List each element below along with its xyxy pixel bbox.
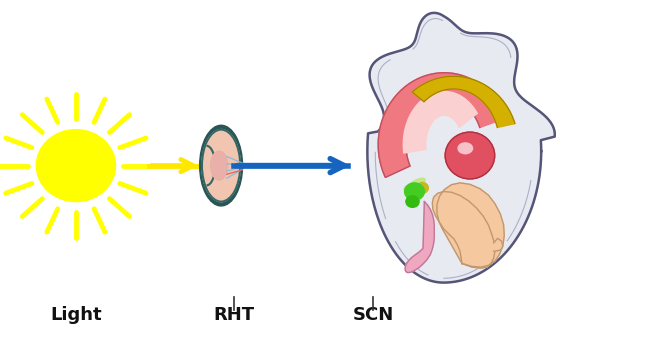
Ellipse shape (406, 196, 419, 207)
Ellipse shape (202, 130, 240, 202)
Polygon shape (494, 238, 503, 251)
Polygon shape (432, 192, 495, 268)
Text: Light: Light (50, 306, 102, 324)
Ellipse shape (458, 143, 473, 154)
Text: RHT: RHT (214, 306, 255, 324)
Ellipse shape (200, 125, 242, 206)
Polygon shape (378, 73, 506, 177)
Polygon shape (437, 183, 504, 267)
Ellipse shape (445, 132, 495, 179)
Ellipse shape (211, 151, 228, 180)
Ellipse shape (416, 183, 428, 193)
Text: SCN: SCN (352, 306, 393, 324)
Polygon shape (405, 202, 434, 273)
Polygon shape (404, 178, 425, 191)
Polygon shape (412, 76, 515, 127)
Polygon shape (403, 91, 477, 153)
Ellipse shape (405, 183, 424, 200)
Polygon shape (368, 13, 555, 283)
Ellipse shape (36, 130, 116, 202)
Ellipse shape (202, 130, 240, 202)
